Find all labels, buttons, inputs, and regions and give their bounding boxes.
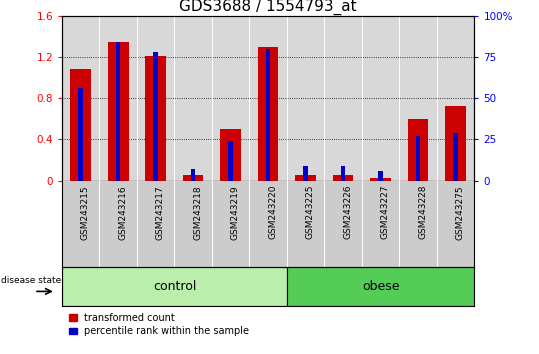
- Text: GSM243226: GSM243226: [343, 185, 352, 239]
- Bar: [416, 136, 420, 181]
- Bar: [79, 88, 83, 181]
- Bar: [453, 133, 458, 181]
- Bar: [146, 56, 166, 181]
- Bar: [408, 119, 429, 181]
- Bar: [229, 141, 233, 181]
- Text: GSM243220: GSM243220: [268, 185, 277, 239]
- Bar: [266, 49, 271, 181]
- Bar: [287, 267, 474, 306]
- Bar: [183, 175, 204, 181]
- Text: GSM243217: GSM243217: [156, 185, 165, 240]
- Text: GSM243275: GSM243275: [455, 185, 465, 240]
- Bar: [220, 129, 241, 181]
- Bar: [333, 175, 354, 181]
- Bar: [303, 166, 308, 181]
- Text: GSM243215: GSM243215: [81, 185, 89, 240]
- Bar: [258, 47, 279, 181]
- Bar: [154, 52, 158, 181]
- Bar: [341, 166, 345, 181]
- Text: disease state: disease state: [1, 276, 61, 285]
- Text: GSM243228: GSM243228: [418, 185, 427, 239]
- Title: GDS3688 / 1554793_at: GDS3688 / 1554793_at: [179, 0, 357, 15]
- Bar: [370, 178, 391, 181]
- Text: GSM243218: GSM243218: [193, 185, 202, 240]
- Bar: [191, 169, 196, 181]
- Bar: [108, 42, 128, 181]
- Text: GSM243216: GSM243216: [118, 185, 127, 240]
- Text: GSM243225: GSM243225: [306, 185, 315, 239]
- Bar: [295, 175, 316, 181]
- Text: GSM243219: GSM243219: [231, 185, 240, 240]
- Legend: transformed count, percentile rank within the sample: transformed count, percentile rank withi…: [67, 311, 251, 338]
- Bar: [378, 171, 383, 181]
- Text: obese: obese: [362, 280, 399, 293]
- Bar: [62, 267, 287, 306]
- Bar: [71, 69, 91, 181]
- Bar: [445, 107, 466, 181]
- Text: control: control: [153, 280, 196, 293]
- Text: GSM243227: GSM243227: [381, 185, 390, 239]
- Bar: [116, 42, 120, 181]
